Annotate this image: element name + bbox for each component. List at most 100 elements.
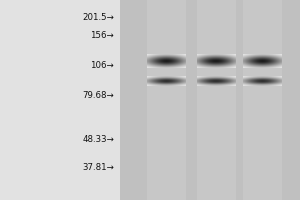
Bar <box>207 66 208 67</box>
Bar <box>158 61 159 62</box>
Bar <box>150 56 151 57</box>
Bar <box>280 66 281 67</box>
Bar <box>274 59 275 60</box>
Bar <box>273 54 274 55</box>
Bar <box>263 54 265 55</box>
Bar <box>205 64 206 65</box>
Bar <box>201 67 202 68</box>
Bar <box>212 76 213 77</box>
Bar <box>208 82 209 83</box>
Bar <box>216 79 217 80</box>
Bar <box>206 65 207 66</box>
Bar <box>177 65 178 66</box>
Bar <box>173 66 174 67</box>
Bar <box>250 79 251 80</box>
Bar <box>219 80 220 81</box>
Bar <box>224 83 225 84</box>
Bar <box>246 64 247 65</box>
Bar <box>244 80 245 81</box>
Bar <box>152 77 153 78</box>
Bar <box>273 67 274 68</box>
Bar <box>247 85 248 86</box>
Bar <box>271 66 272 67</box>
Bar <box>153 79 154 80</box>
Bar <box>228 61 229 62</box>
Bar <box>265 56 266 57</box>
Bar <box>253 80 254 81</box>
Bar <box>171 58 172 59</box>
Bar <box>271 83 272 84</box>
Bar <box>258 84 259 85</box>
Bar <box>161 57 162 58</box>
Bar <box>258 81 259 82</box>
Bar <box>272 58 273 59</box>
Bar <box>251 60 252 61</box>
Bar <box>151 66 152 67</box>
Bar <box>245 57 246 58</box>
Bar <box>281 59 282 60</box>
Bar <box>269 55 270 56</box>
Bar <box>275 66 276 67</box>
Bar <box>169 67 170 68</box>
Bar <box>202 83 203 84</box>
Bar <box>206 76 207 77</box>
Bar <box>156 65 157 66</box>
Bar <box>221 80 222 81</box>
Bar <box>217 85 218 86</box>
Bar <box>266 81 267 82</box>
Bar <box>271 60 272 61</box>
Bar <box>226 54 227 55</box>
Bar <box>185 60 186 61</box>
Bar <box>263 55 265 56</box>
Bar <box>147 56 148 57</box>
Bar <box>181 55 182 56</box>
Bar <box>182 61 183 62</box>
Bar <box>150 64 151 65</box>
Bar <box>155 63 156 64</box>
Bar <box>215 81 216 82</box>
Bar <box>163 78 164 79</box>
Bar <box>175 60 176 61</box>
Bar <box>215 59 216 60</box>
Bar <box>163 63 164 64</box>
Bar <box>169 55 170 56</box>
Bar <box>249 82 250 83</box>
Bar <box>164 77 165 78</box>
Bar <box>230 84 231 85</box>
Bar <box>204 60 205 61</box>
Bar <box>217 57 218 58</box>
Bar <box>172 65 173 66</box>
Bar <box>155 78 156 79</box>
Bar <box>269 77 270 78</box>
Bar <box>185 85 186 86</box>
Bar <box>205 79 206 80</box>
Bar <box>231 76 232 77</box>
Bar <box>217 64 218 65</box>
Bar <box>164 67 165 68</box>
Bar <box>207 78 208 79</box>
Bar <box>281 56 282 57</box>
Bar <box>153 81 154 82</box>
Bar <box>179 67 180 68</box>
Bar <box>184 84 185 85</box>
Bar <box>166 83 167 84</box>
Bar <box>275 55 276 56</box>
Bar <box>212 80 213 81</box>
Bar <box>278 81 279 82</box>
Bar <box>152 83 153 84</box>
Bar <box>209 85 210 86</box>
Bar <box>169 80 170 81</box>
Bar <box>276 78 277 79</box>
Bar <box>152 56 153 57</box>
Bar <box>174 61 175 62</box>
Bar <box>246 63 247 64</box>
Bar <box>273 85 274 86</box>
Bar <box>269 83 270 84</box>
Bar <box>150 66 151 67</box>
Bar <box>271 78 272 79</box>
Bar <box>275 67 276 68</box>
Bar <box>221 65 222 66</box>
Bar <box>247 57 248 58</box>
Bar <box>281 85 282 86</box>
Bar <box>169 57 170 58</box>
